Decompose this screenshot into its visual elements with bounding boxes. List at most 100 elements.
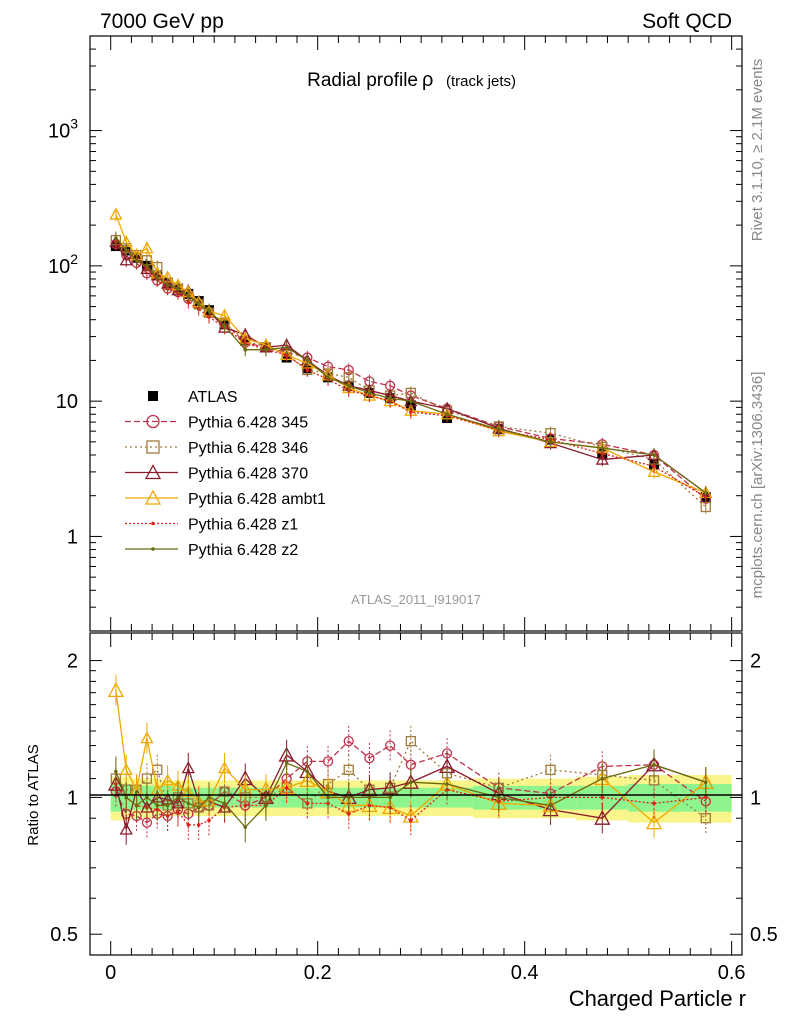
x-tick-label: 0.6 — [718, 962, 746, 984]
legend-label: Pythia 6.428 ambt1 — [188, 491, 326, 508]
ratio-point — [186, 823, 191, 827]
series-line — [115, 237, 707, 494]
series-line — [115, 214, 707, 494]
series-point — [284, 345, 289, 350]
ratio-point — [181, 761, 195, 774]
ratio-panel-frame — [89, 632, 743, 956]
ratio-point — [243, 803, 248, 808]
legend-label: Pythia 6.428 345 — [188, 415, 308, 432]
ratio-point — [652, 762, 656, 767]
main-y-tick-label: 103 — [48, 116, 78, 143]
series-point — [243, 347, 248, 352]
legend-entry: Pythia 6.428 346 — [125, 440, 308, 457]
series-point — [326, 375, 330, 380]
series-point — [109, 207, 123, 220]
ratio-point — [217, 761, 232, 774]
legend-marker — [144, 464, 162, 480]
series-point — [305, 358, 310, 363]
ratio-point — [645, 814, 663, 830]
rivet-version-label: Rivet 3.1.10, ≥ 2.1M events — [749, 59, 766, 242]
main-title-suffix: (track jets) — [446, 73, 516, 90]
series-point — [207, 308, 211, 313]
legend-entry: Pythia 6.428 345 — [125, 415, 308, 432]
main-title-symbol: ρ — [422, 69, 433, 91]
legend-label: Pythia 6.428 346 — [188, 440, 308, 457]
legend-label: ATLAS — [188, 389, 238, 406]
ratio-point — [119, 822, 133, 835]
ratio-point — [124, 795, 129, 800]
series-point — [134, 258, 139, 263]
ratio-point — [207, 795, 211, 800]
ratio-y-tick-label-left: 1 — [67, 787, 78, 809]
main-y-tick-label: 1 — [67, 526, 78, 548]
ratio-point — [384, 740, 396, 751]
ratio-point — [196, 805, 201, 810]
legend-label: Pythia 6.428 z1 — [188, 517, 298, 534]
ratio-y-tick-label-left: 2 — [67, 651, 78, 673]
series-point — [243, 340, 248, 345]
series-point — [595, 452, 609, 465]
series-point — [176, 286, 180, 291]
legend-label: Pythia 6.428 z2 — [188, 542, 298, 559]
series-point — [445, 412, 449, 417]
series-point — [548, 440, 553, 444]
series-point — [165, 283, 170, 287]
header-left: 7000 GeV pp — [100, 10, 224, 33]
ratio-point — [305, 769, 310, 774]
series-point — [409, 399, 413, 403]
ratio-y-tick-label-right: 0.5 — [750, 924, 778, 946]
ratio-panel: 0.5 0.5 1 1 2 2 0 0.2 0.4 0.6 — [50, 36, 778, 984]
series-point — [119, 253, 133, 266]
series-point — [652, 464, 656, 469]
ratio-point — [548, 803, 553, 808]
series-pythia-6-428-z2 — [114, 231, 708, 500]
ratio-series-group — [107, 675, 714, 845]
x-axis-ticks: 0 0.2 0.4 0.6 — [105, 36, 746, 984]
ratio-point — [496, 795, 501, 800]
legend: ATLAS Pythia 6.428 345 Pythia 6.428 346 Pyt… — [125, 389, 326, 559]
series-point — [388, 396, 392, 401]
ratio-point — [134, 803, 139, 808]
ratio-point — [600, 795, 605, 800]
series-point — [496, 427, 501, 432]
ratio-point — [207, 818, 211, 823]
ratio-point — [165, 803, 170, 808]
ratio-point — [367, 795, 372, 800]
ratio-point — [343, 735, 354, 747]
legend-marker — [151, 547, 155, 551]
ratio-point — [405, 735, 416, 747]
series-point — [600, 446, 605, 450]
series-line — [115, 243, 707, 500]
series-line — [115, 241, 707, 494]
ratio-point — [243, 825, 248, 829]
series-point — [114, 236, 118, 241]
legend-marker — [146, 440, 160, 454]
ratio-point — [545, 764, 556, 775]
main-panel-frame — [89, 35, 743, 632]
ratio-point — [140, 731, 154, 744]
series-pythia-6-428-370 — [109, 235, 713, 500]
legend-marker — [151, 521, 155, 526]
ratio-point — [364, 752, 375, 764]
series-point — [346, 383, 351, 388]
x-tick-label: 0.4 — [511, 962, 539, 984]
ratio-y-tick-label-right: 1 — [750, 787, 761, 809]
ratio-point — [186, 801, 191, 806]
ratio-point — [305, 801, 310, 806]
ratio-point — [388, 795, 392, 800]
ratio-point — [409, 818, 413, 823]
ratio-point — [222, 801, 227, 806]
x-tick-label: 0.2 — [304, 962, 332, 984]
ratio-point — [284, 785, 289, 790]
ratio-point — [322, 756, 334, 767]
ratio-series-line — [115, 783, 706, 826]
main-y-tick-label: 102 — [48, 251, 78, 278]
series-point — [652, 453, 656, 457]
ratio-series-line — [115, 740, 707, 824]
series-line — [115, 241, 707, 498]
series-line — [115, 239, 707, 508]
legend-marker — [144, 489, 162, 505]
ratio-point — [284, 761, 289, 765]
series-pythia-6-428-z1 — [114, 235, 708, 504]
